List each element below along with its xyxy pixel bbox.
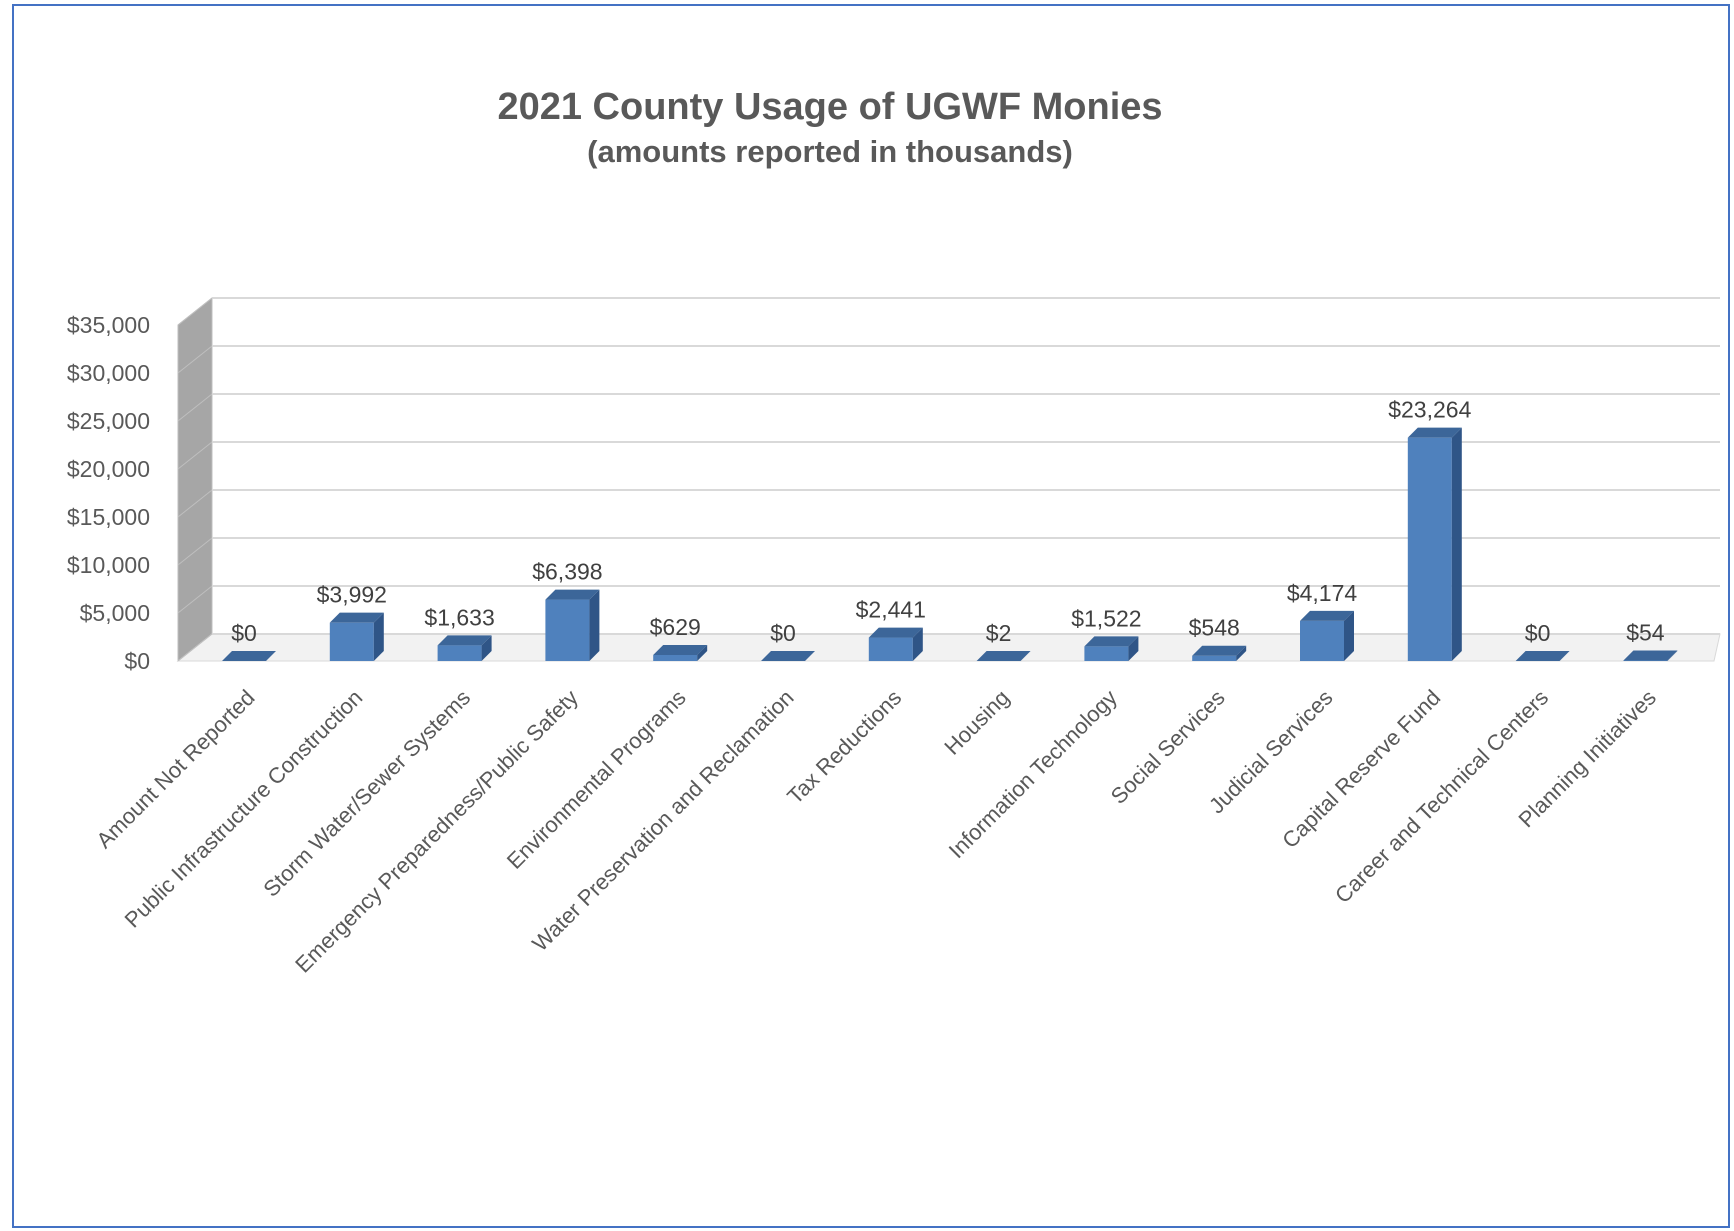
gridline-depth [177,441,213,470]
y-tick-label: $10,000 [67,552,150,578]
bar-top [1084,636,1139,647]
bar-top [976,650,1031,661]
bar-5 [653,644,708,661]
bar-11 [1300,610,1354,661]
data-label: $23,264 [1388,397,1471,423]
bar-10 [1192,645,1247,661]
y-tick-label: $5,000 [80,600,150,626]
bar-front [545,599,590,661]
data-label: $548 [1189,615,1240,641]
category-label: Environmental Programs [502,685,691,874]
bar-side [481,635,492,661]
bar-top [761,651,815,661]
gridline-depth [177,489,213,518]
side-wall [177,296,213,663]
y-tick-label: $20,000 [67,456,150,482]
chart-title-block: 2021 County Usage of UGWF Monies (amount… [0,84,1660,174]
bar-top [222,651,276,661]
y-tick-label: $25,000 [67,408,150,434]
bar-9 [1084,636,1139,661]
bar-13 [1515,651,1570,661]
gridline-depth [177,393,213,422]
bar-top [1407,427,1462,438]
data-label: $0 [231,620,257,646]
gridline-depth [177,585,213,614]
gridline-depth [177,633,213,662]
floor [176,633,1721,662]
data-label: $4,174 [1287,580,1358,606]
category-label: Social Services [1106,685,1230,809]
bar-side [1451,427,1462,661]
bar-1 [222,651,276,661]
bar-top [437,635,492,646]
bars [222,427,1678,661]
data-label: $629 [650,614,701,640]
bar-7 [868,627,923,661]
y-tick-label: $15,000 [67,504,150,530]
bar-top [545,589,600,600]
bar-3 [437,635,492,661]
bar-front [329,622,374,661]
chart-title: 2021 County Usage of UGWF Monies [497,86,1163,128]
gridline-depth [177,345,213,374]
category-label: Housing [939,685,1014,760]
bar-side [1236,645,1247,661]
bar-side [1020,650,1031,661]
category-label: Tax Reductions [782,685,906,809]
bar-side [373,612,384,661]
category-label: Career and Technical Centers [1330,685,1553,908]
bar-front [437,645,482,661]
data-labels: $0 $3,992 $1,633 $6,398 $629 $0 $2,441 $2 $1,522… [231,397,1665,646]
bar-top [329,612,384,623]
bar-side [589,589,600,661]
bar-front [1192,655,1237,661]
bar-top [1300,610,1354,621]
bar-4 [545,589,600,661]
data-label: $2 [986,620,1012,646]
data-label: $0 [1525,620,1551,646]
data-label: $2,441 [856,597,926,623]
bar-front [1084,646,1129,661]
gridline-depth [177,297,213,326]
chart-subtitle: (amounts reported in thousands) [587,134,1073,169]
bar-top [1192,645,1247,656]
gridline-depth [177,537,213,566]
bar-front [1407,437,1452,661]
bar-top [653,644,708,655]
bar-front [1300,620,1344,661]
bar-8 [976,650,1031,661]
bar-top [1623,650,1678,661]
bar-side [1667,650,1678,661]
y-tick-label: $35,000 [67,312,150,338]
data-label: $0 [770,620,796,646]
category-label: Public Infrastructure Construction [120,685,368,933]
bar-side [1344,610,1354,661]
bar-front [1623,660,1668,661]
bar-2 [329,612,384,661]
bar-front [653,654,698,661]
data-label: $3,992 [317,582,387,608]
category-label: Storm Water/Sewer Systems [258,685,475,902]
bar-front [868,637,913,661]
bar-side [912,627,923,661]
gridlines [177,297,1720,662]
chart-walls [176,296,1721,663]
y-tick-label: $0 [124,648,150,674]
y-tick-label: $30,000 [67,360,150,386]
bar-top [868,627,923,638]
bar-side [1128,636,1139,661]
data-label: $6,398 [532,559,602,585]
bar-side [697,644,708,661]
bar-14 [1623,650,1678,661]
data-label: $54 [1626,619,1665,645]
y-axis-ticks: $0 $5,000 $10,000 $15,000 $20,000 $25,000 $30,… [67,312,150,674]
bar-top [1515,651,1570,661]
bar-12 [1407,427,1462,661]
bar-6 [761,651,815,661]
data-label: $1,522 [1071,605,1141,631]
data-label: $1,633 [424,604,494,630]
